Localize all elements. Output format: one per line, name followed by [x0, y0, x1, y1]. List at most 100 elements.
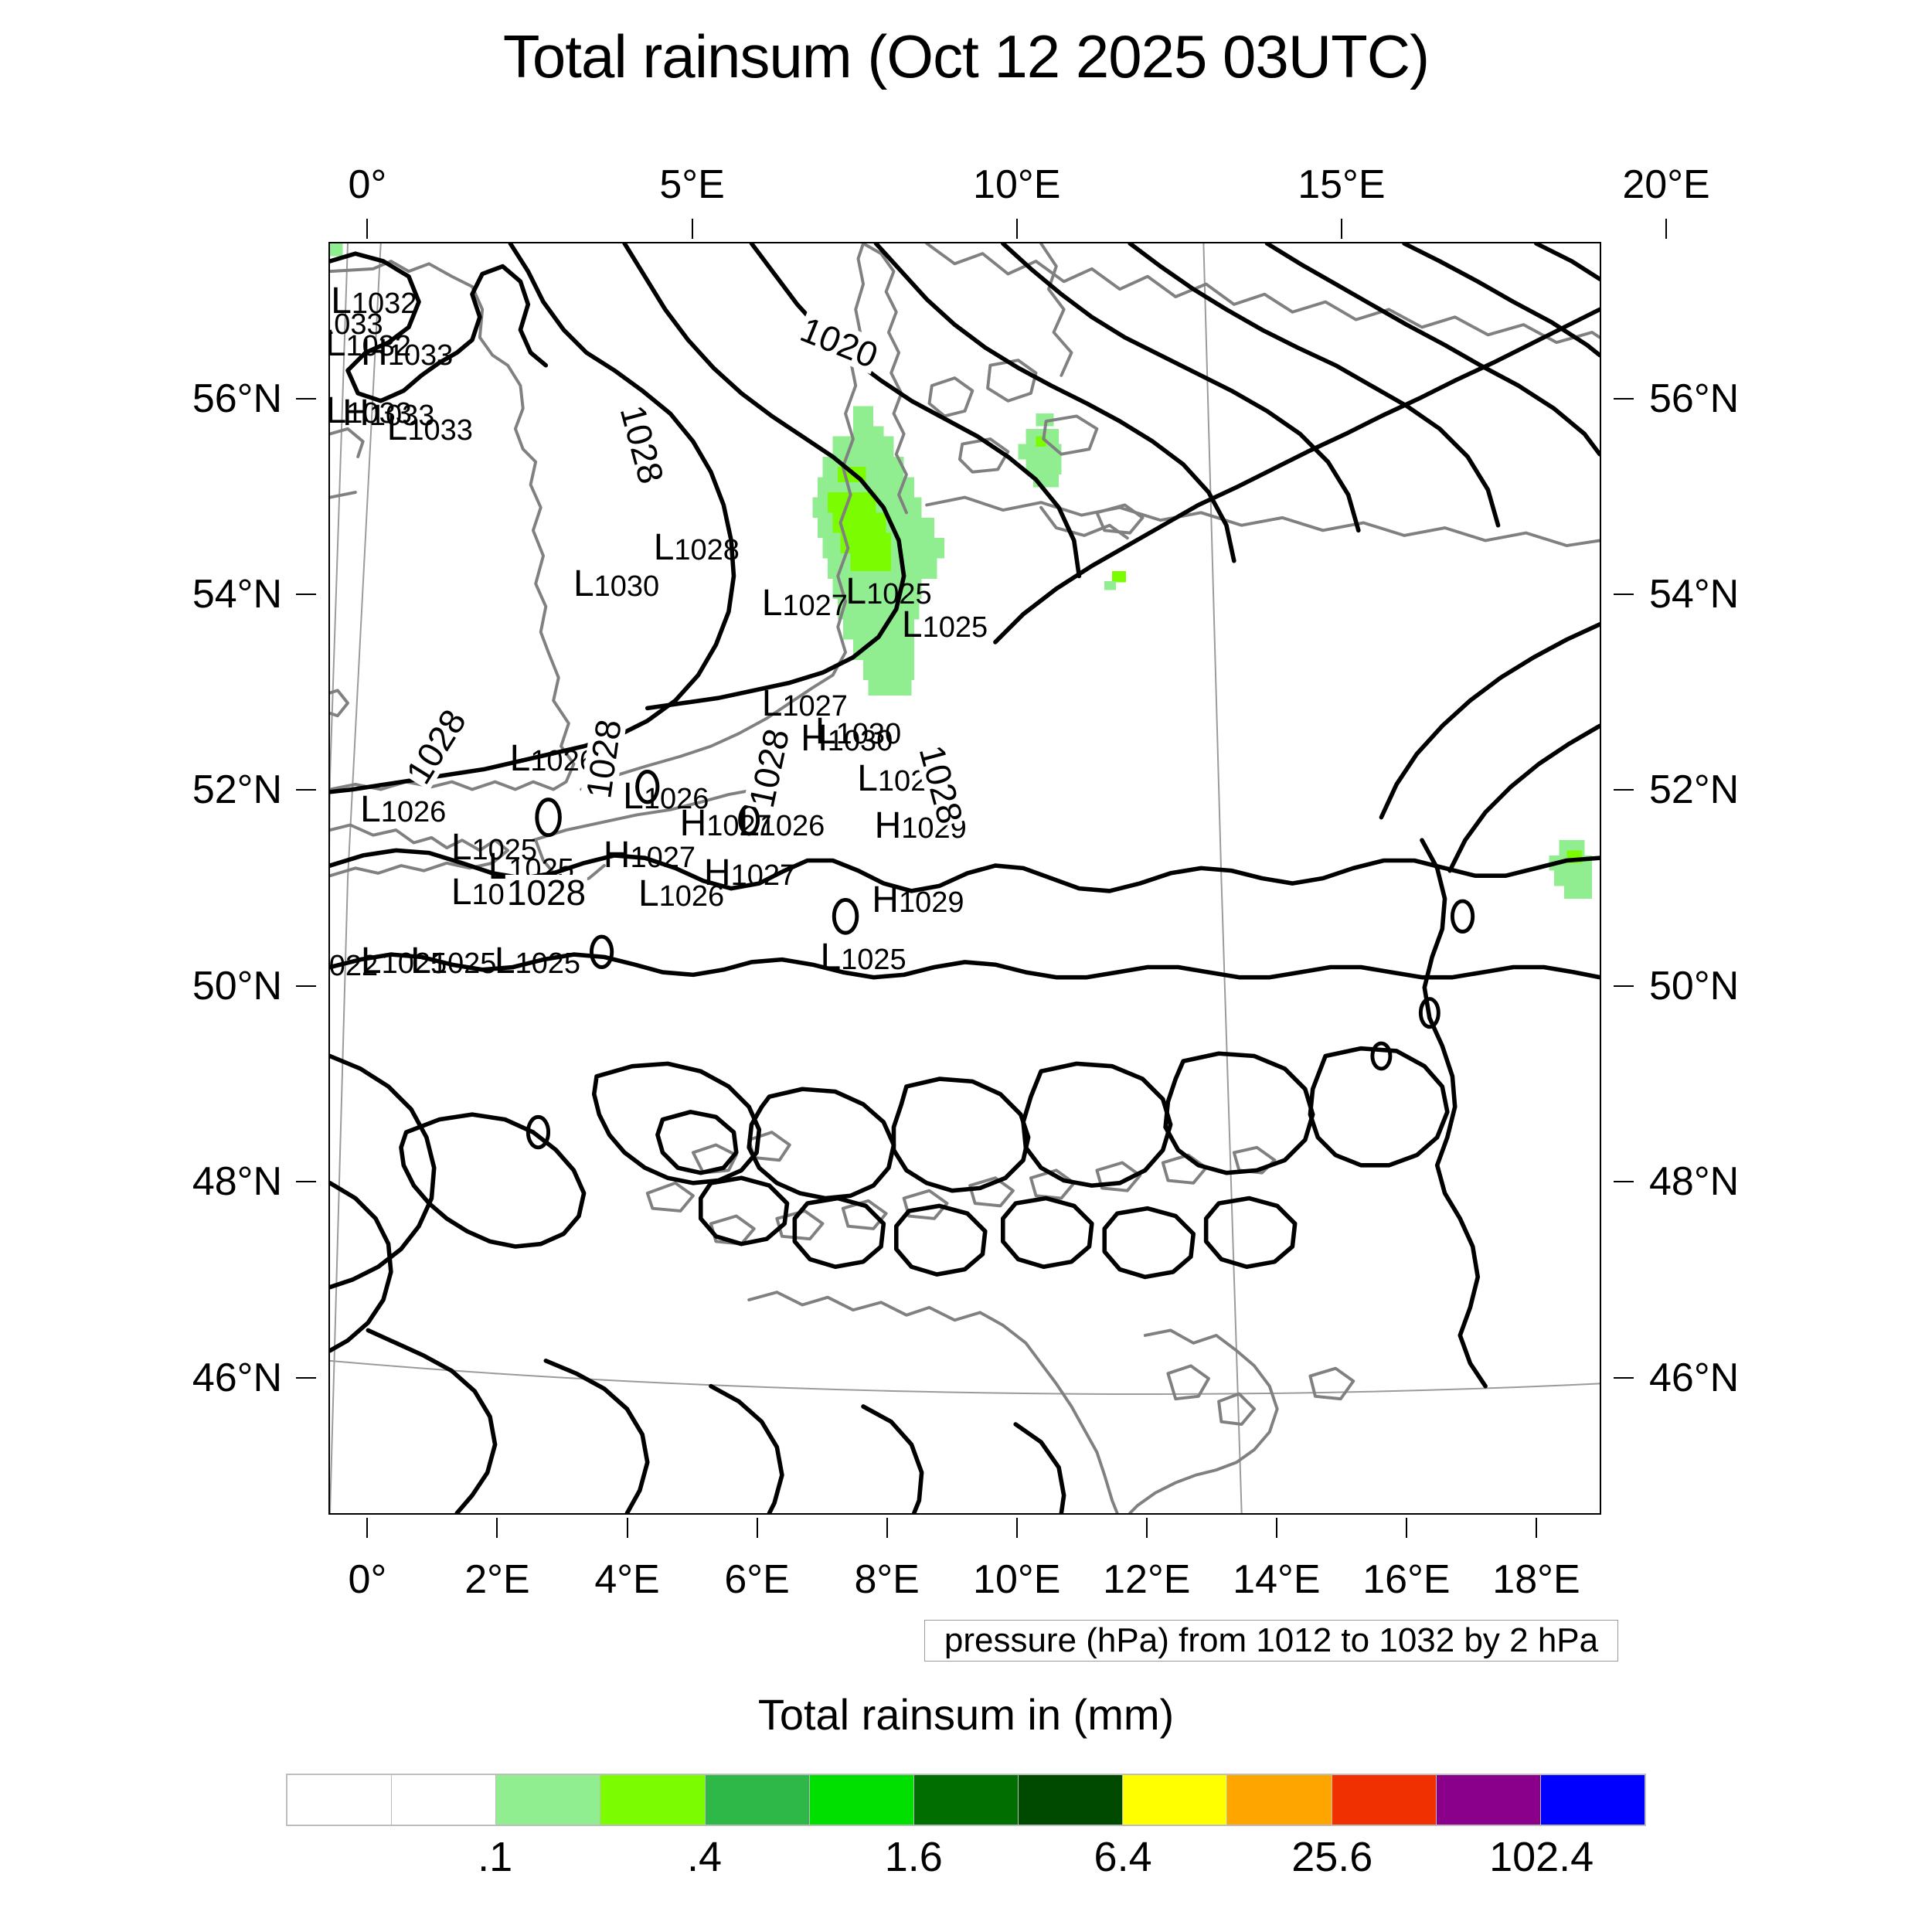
bottom-axis-tick-label: 10°E — [973, 1557, 1061, 1602]
colorbar-tick-label: .4 — [687, 1834, 723, 1880]
colorbar-cell[interactable] — [809, 1775, 914, 1825]
colorbar-tick-label: 25.6 — [1291, 1834, 1373, 1880]
pressure-extremum-low: L1027 — [761, 583, 848, 624]
bottom-axis-tick — [1535, 1518, 1537, 1538]
pressure-extremum-low: L1025 — [845, 571, 932, 613]
right-axis-tick — [1614, 397, 1634, 400]
pressure-extremum-high: H1033 — [361, 332, 454, 374]
pressure-extremum-high: H1027 — [679, 803, 772, 845]
colorbar-cell[interactable] — [392, 1775, 497, 1825]
pressure-extremum-low: L1026 — [623, 776, 709, 818]
bottom-axis-tick — [756, 1518, 758, 1538]
pressure-extremum-low: L1028 — [653, 526, 740, 568]
isobars — [330, 243, 1600, 1513]
colorbar-cell[interactable] — [287, 1775, 393, 1825]
colorbar-cell[interactable] — [1332, 1775, 1437, 1825]
pressure-extremum-high: H1033 — [342, 392, 435, 434]
bottom-axis-tick — [886, 1518, 888, 1538]
pressure-extremum-high: H1027 — [703, 852, 797, 894]
top-axis-tick — [366, 219, 369, 239]
left-axis-tick-label: 50°N — [192, 963, 282, 1009]
colorbar-tick-labels: .1 .4 1.6 6.4 25.6 102.4 — [286, 1836, 1646, 1890]
left-axis-tick-label: 54°N — [192, 572, 282, 617]
colorbar-cell[interactable] — [600, 1775, 706, 1825]
pressure-extremum-low: L1022 — [328, 950, 379, 983]
pressure-extremum-low: L1025 — [360, 940, 447, 981]
bottom-axis-tick — [496, 1518, 498, 1538]
bottom-axis-tick-label: 18°E — [1492, 1557, 1580, 1602]
top-axis-tick — [1340, 219, 1342, 239]
bottom-axis-tick-label: 0° — [348, 1557, 387, 1602]
left-axis-tick-label: 56°N — [192, 376, 282, 421]
colorbar-cell[interactable] — [1227, 1775, 1332, 1825]
bottom-axis-tick-label: 14°E — [1233, 1557, 1321, 1602]
pressure-extremum-low: L1033 — [330, 392, 412, 430]
pressure-extremum-low: L1025 — [901, 604, 988, 646]
top-axis-tick-label: 20°E — [1622, 162, 1710, 207]
colorbar-cell[interactable] — [1019, 1775, 1124, 1825]
left-axis-tick-label: 46°N — [192, 1355, 282, 1400]
right-axis-tick — [1614, 789, 1634, 791]
left-axis-tick — [296, 594, 316, 596]
bottom-axis-tick — [366, 1518, 369, 1538]
colorbar-tick-label: .1 — [478, 1834, 513, 1880]
left-axis-tick — [296, 985, 316, 987]
colorbar-tick-label: 6.4 — [1094, 1834, 1152, 1880]
pressure-extremum-low: L1025 — [820, 936, 906, 978]
right-axis-tick-label: 50°N — [1649, 963, 1740, 1009]
right-axis-tick — [1614, 985, 1634, 987]
contour-fragments — [526, 770, 1475, 1150]
bottom-axis-tick — [1405, 1518, 1407, 1538]
bottom-axis-tick — [1015, 1518, 1018, 1538]
pressure-extremum-low: L1025 — [451, 871, 538, 913]
precipitation-shading — [330, 243, 1593, 899]
top-axis-tick-label: 5°E — [659, 162, 725, 207]
bottom-axis-tick-label: 8°E — [854, 1557, 920, 1602]
left-axis-tick-label: 48°N — [192, 1159, 282, 1205]
pressure-legend-text: pressure (hPa) from 1012 to 1032 by 2 hP… — [944, 1621, 1599, 1659]
right-axis-tick — [1614, 1181, 1634, 1183]
pressure-extremum-high: H1027 — [603, 835, 696, 876]
top-axis-tick — [691, 219, 693, 239]
colorbar-cell[interactable] — [1123, 1775, 1228, 1825]
pressure-extremum-low: L1025 — [410, 940, 497, 981]
right-axis-tick-label: 52°N — [1649, 767, 1740, 813]
right-axis-tick-label: 54°N — [1649, 572, 1740, 617]
pressure-extremum-low: L1033 — [386, 406, 473, 448]
right-axis-tick-label: 46°N — [1649, 1355, 1740, 1400]
colorbar-cell[interactable] — [705, 1775, 810, 1825]
pressure-extremum-low: L1026 — [739, 803, 825, 845]
left-axis-tick — [296, 789, 316, 791]
pressure-extremum-low: L1027 — [761, 683, 848, 725]
colorbar-tick-label: 1.6 — [884, 1834, 943, 1880]
bottom-axis-tick — [1275, 1518, 1277, 1538]
pressure-extremum-low: L1026 — [638, 872, 725, 914]
bottom-axis-tick-label: 16°E — [1362, 1557, 1451, 1602]
top-axis-tick — [1015, 219, 1018, 239]
bottom-axis-tick — [626, 1518, 628, 1538]
left-axis-tick — [296, 1181, 316, 1183]
pressure-extremum-low: L1025 — [451, 827, 538, 869]
pressure-extremum-low: L1030 — [815, 711, 902, 753]
colorbar-cell[interactable] — [1436, 1775, 1541, 1825]
pressure-legend-box: pressure (hPa) from 1012 to 1032 by 2 hP… — [924, 1620, 1618, 1662]
colorbar-cell[interactable] — [496, 1775, 601, 1825]
colorbar-cell[interactable] — [913, 1775, 1019, 1825]
colorbar-title: Total rainsum in (mm) — [757, 1690, 1175, 1739]
page-title: Total rainsum (Oct 12 2025 03UTC) — [502, 22, 1430, 90]
pressure-extremum-low: L1025 — [494, 940, 581, 981]
colorbar-wrap[interactable] — [286, 1774, 1646, 1826]
colorbar-cell[interactable] — [1540, 1775, 1645, 1825]
pressure-extremum-low: L1032 — [331, 280, 417, 321]
right-axis-tick-label: 56°N — [1649, 376, 1740, 421]
isobar-label: 1028 — [505, 872, 588, 913]
left-axis-tick — [296, 1376, 316, 1379]
left-axis-tick-label: 52°N — [192, 767, 282, 813]
bottom-axis-tick — [1145, 1518, 1148, 1538]
pressure-extremum-low: L1030 — [573, 563, 660, 605]
bottom-axis-tick-label: 12°E — [1103, 1557, 1191, 1602]
colorbar[interactable] — [286, 1774, 1646, 1826]
top-axis-tick-label: 10°E — [973, 162, 1061, 207]
map-plot-area[interactable]: L1032H1033L1032H1033H1033L1033L1033L1028… — [328, 242, 1601, 1515]
